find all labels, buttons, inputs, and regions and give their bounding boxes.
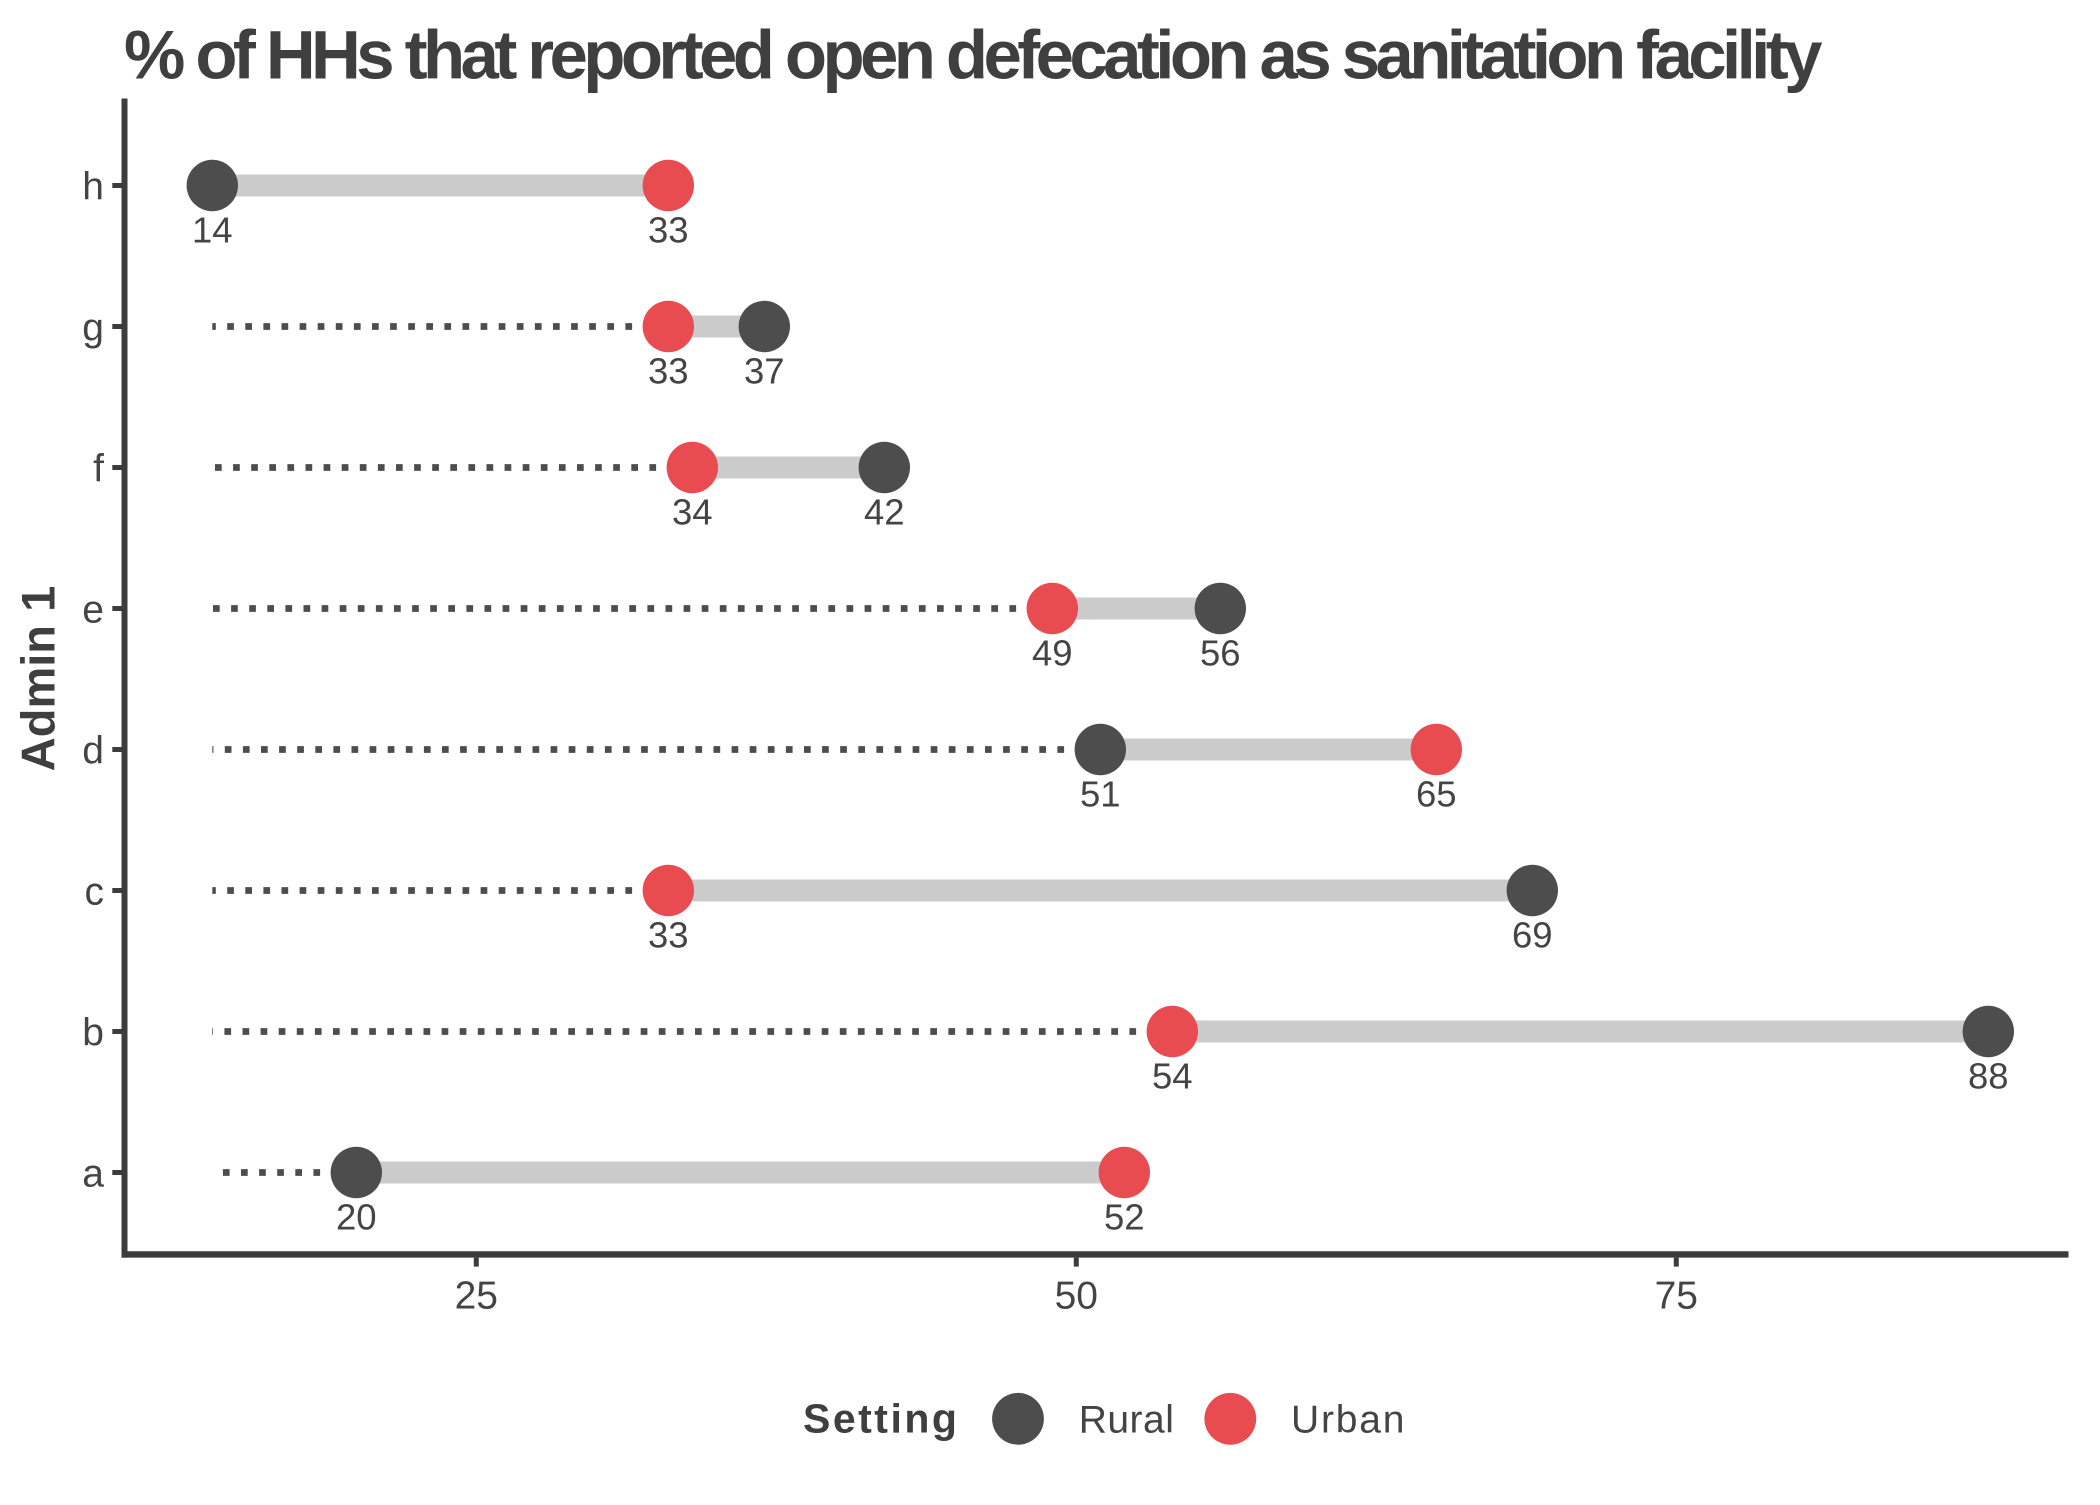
svg-text:a: a <box>82 1153 104 1196</box>
svg-text:Urban: Urban <box>1291 1399 1406 1442</box>
svg-text:51: 51 <box>1080 774 1121 815</box>
svg-text:42: 42 <box>864 492 905 533</box>
svg-text:e: e <box>82 589 104 632</box>
svg-text:50: 50 <box>1055 1275 1098 1318</box>
svg-text:g: g <box>82 307 104 350</box>
svg-text:52: 52 <box>1104 1197 1145 1238</box>
svg-text:14: 14 <box>192 210 233 251</box>
svg-text:% of HHs that reported open de: % of HHs that reported open defecation a… <box>124 17 1822 94</box>
svg-text:Setting: Setting <box>803 1396 959 1442</box>
svg-text:37: 37 <box>744 351 785 392</box>
svg-text:Admin 1: Admin 1 <box>12 586 65 771</box>
svg-text:20: 20 <box>336 1197 377 1238</box>
svg-text:49: 49 <box>1032 633 1073 674</box>
svg-text:h: h <box>82 166 104 209</box>
svg-text:33: 33 <box>648 915 689 956</box>
svg-text:25: 25 <box>455 1275 498 1318</box>
svg-text:69: 69 <box>1512 915 1553 956</box>
svg-text:b: b <box>82 1012 104 1055</box>
svg-text:75: 75 <box>1655 1275 1698 1318</box>
svg-text:56: 56 <box>1200 633 1241 674</box>
svg-text:34: 34 <box>672 492 713 533</box>
svg-text:33: 33 <box>648 351 689 392</box>
svg-text:54: 54 <box>1152 1056 1193 1097</box>
svg-text:Rural: Rural <box>1079 1399 1175 1442</box>
svg-text:65: 65 <box>1416 774 1457 815</box>
svg-text:d: d <box>82 730 104 773</box>
svg-text:88: 88 <box>1968 1056 2009 1097</box>
svg-text:33: 33 <box>648 210 689 251</box>
svg-text:c: c <box>85 871 105 914</box>
svg-text:f: f <box>93 448 104 491</box>
